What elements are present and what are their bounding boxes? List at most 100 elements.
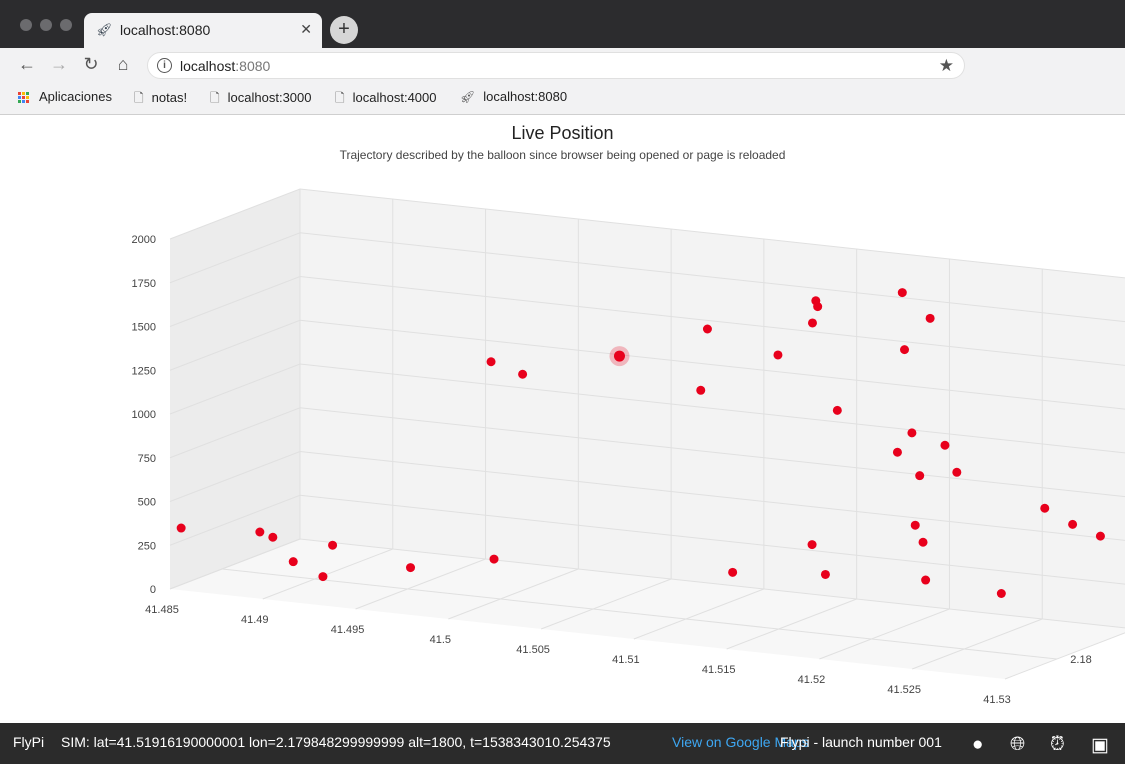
x-tick-label: 41.51 xyxy=(612,654,640,666)
trajectory-point xyxy=(176,523,186,533)
trajectory-point xyxy=(518,369,528,379)
trajectory-point xyxy=(820,569,830,579)
url-text: localhost:8080 xyxy=(180,58,270,74)
trajectory-point xyxy=(996,589,1006,598)
window-titlebar: 🚀︎ localhost:8080 ✕ + xyxy=(0,0,1125,48)
x-gridline xyxy=(726,249,858,650)
new-tab-button[interactable]: + xyxy=(330,16,358,44)
bookmark-item[interactable]: 🗋︎ localhost:3000 xyxy=(210,89,312,110)
z-tick-label: 1250 xyxy=(132,365,156,377)
reload-icon[interactable]: ↻ xyxy=(83,54,99,74)
floor xyxy=(170,539,1125,679)
bookmark-item[interactable]: 🗋︎ notas! xyxy=(134,89,187,110)
x-tick-label: 41.505 xyxy=(516,644,550,656)
location-pin-icon[interactable]: ● xyxy=(972,734,984,755)
browser-tab[interactable]: 🚀︎ localhost:8080 ✕ xyxy=(84,13,322,48)
z-tick-label: 1500 xyxy=(132,322,156,334)
page-icon: 🗋︎ xyxy=(210,91,220,105)
minimize-window-icon[interactable] xyxy=(40,19,52,31)
trajectory-point xyxy=(897,288,907,298)
trajectory-point xyxy=(921,575,931,585)
trajectory-point xyxy=(1095,531,1105,541)
home-icon[interactable]: ⌂ xyxy=(117,54,129,74)
address-bar[interactable]: i localhost:8080 ★ xyxy=(147,52,965,79)
trajectory-point xyxy=(813,302,823,312)
rocket-icon: 🚀︎ xyxy=(96,22,113,37)
trajectory-point xyxy=(406,563,416,573)
current-position-point xyxy=(613,350,625,362)
trajectory-point xyxy=(925,313,935,323)
page-content: Live Position Trajectory described by th… xyxy=(0,115,1125,723)
x-tick-label: 41.485 xyxy=(145,604,179,616)
trajectory-point xyxy=(288,557,298,567)
x-tick-label: 41.525 xyxy=(887,684,921,696)
globe-icon[interactable]: 🌐︎ xyxy=(1010,734,1026,755)
trajectory-point xyxy=(328,540,338,550)
trajectory-point xyxy=(773,350,783,360)
x-gridline xyxy=(169,189,301,590)
bookmark-label: localhost:3000 xyxy=(227,90,312,105)
trajectory-point xyxy=(940,440,950,450)
z-tick-label: 750 xyxy=(138,453,156,465)
scatter-3d-chart[interactable]: 0 250 500 750 1000 1250 1500 1750 2000 41.485 41.4… xyxy=(0,115,1125,723)
chart-title: Live Position xyxy=(511,123,614,143)
trajectory-point xyxy=(832,405,842,415)
trajectory-point xyxy=(1068,519,1078,529)
trajectory-point xyxy=(807,318,817,328)
z-tick-label: 1000 xyxy=(132,409,156,421)
forward-icon[interactable]: → xyxy=(50,54,68,74)
back-icon[interactable]: ← xyxy=(18,54,36,74)
z-tick-label: 0 xyxy=(150,584,156,596)
bookmark-item[interactable]: Aplicaciones xyxy=(18,89,112,104)
x-tick-label: 41.5 xyxy=(430,634,451,646)
z-tick-label: 1750 xyxy=(132,278,156,290)
x-gridline xyxy=(1004,632,1125,680)
x-gridline xyxy=(355,209,487,610)
trajectory-point xyxy=(900,345,910,355)
x-tick-label: 41.53 xyxy=(983,694,1011,706)
status-footer: FlyPi SIM: lat=41.51916190000001 lon=2.1… xyxy=(0,723,1125,764)
bookmark-item[interactable]: 🚀︎ localhost:8080 xyxy=(460,89,567,104)
trajectory-point xyxy=(907,428,917,438)
google-maps-link[interactable]: View on Google Maps xyxy=(672,734,809,750)
trajectory-point xyxy=(318,572,328,582)
z-tick-label: 2000 xyxy=(132,234,156,246)
tab-title: localhost:8080 xyxy=(120,22,211,38)
image-icon[interactable]: ▣ xyxy=(1091,735,1109,756)
trajectory-point xyxy=(489,554,499,564)
trajectory-point xyxy=(268,532,278,542)
trajectory-point xyxy=(728,567,738,577)
trajectory-point xyxy=(255,527,265,537)
launch-label: Flypi - launch number 001 xyxy=(780,734,942,750)
page-icon: 🗋︎ xyxy=(335,91,345,105)
bookmark-label: localhost:8080 xyxy=(483,89,568,104)
trajectory-point xyxy=(702,324,712,334)
bookmarks-bar: Aplicaciones 🗋︎ notas! 🗋︎ localhost:3000 🗋… xyxy=(0,82,1125,115)
trajectory-point xyxy=(1040,503,1050,513)
x-gridline xyxy=(912,269,1043,670)
chart-grid xyxy=(169,188,1125,680)
maximize-window-icon[interactable] xyxy=(60,19,72,31)
alarm-clock-icon[interactable]: ⏰︎ xyxy=(1050,734,1065,755)
bookmark-item[interactable]: 🗋︎ localhost:4000 xyxy=(335,89,437,110)
tab-close-icon[interactable]: ✕ xyxy=(300,21,312,37)
x-gridline xyxy=(540,229,672,630)
x-tick-label: 41.49 xyxy=(241,614,269,626)
x-tick-label: 41.515 xyxy=(702,664,736,676)
page-icon: 🗋︎ xyxy=(134,91,144,105)
close-window-icon[interactable] xyxy=(20,19,32,31)
trajectory-point xyxy=(486,357,496,367)
sim-status: SIM: lat=41.51916190000001 lon=2.1798482… xyxy=(61,734,611,750)
bookmark-label: Aplicaciones xyxy=(39,89,112,104)
z-tick-label: 250 xyxy=(138,540,156,552)
trajectory-point xyxy=(910,520,920,530)
url-host: localhost xyxy=(180,58,236,74)
x-tick-label: 41.52 xyxy=(798,674,826,686)
z-tick-label: 500 xyxy=(138,497,156,509)
x-gridline xyxy=(633,239,765,640)
bookmark-label: localhost:4000 xyxy=(352,90,437,105)
bookmark-star-icon[interactable]: ★ xyxy=(938,56,954,75)
x-gridline xyxy=(448,219,579,620)
info-icon[interactable]: i xyxy=(157,58,172,73)
x-gridline xyxy=(262,199,394,600)
